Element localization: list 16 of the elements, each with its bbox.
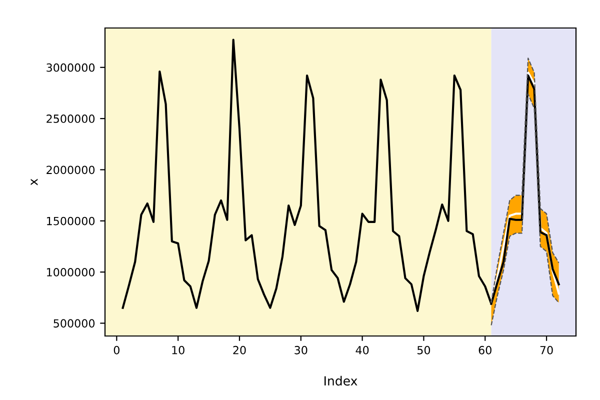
x-tick-label: 60 xyxy=(478,346,492,354)
x-axis-title: Index xyxy=(324,376,358,386)
x-tick-label: 70 xyxy=(540,346,553,354)
y-tick-label: 2500000 xyxy=(46,114,95,123)
x-tick-label: 10 xyxy=(172,346,184,354)
x-tick-label: 30 xyxy=(294,346,308,354)
y-tick-label: 1500000 xyxy=(47,216,95,226)
x-tick-label: 40 xyxy=(356,346,369,354)
y-axis-title: x xyxy=(30,178,38,186)
y-tick-label: 2000000 xyxy=(46,166,95,174)
x-tick-label: 0 xyxy=(114,346,120,354)
x-tick-label: 50 xyxy=(417,346,430,354)
y-tick-label: 1000000 xyxy=(47,268,95,276)
x-tick-label: 20 xyxy=(233,346,246,354)
y-tick-label: 3000000 xyxy=(46,63,95,72)
y-tick-label: 500000 xyxy=(54,319,95,328)
